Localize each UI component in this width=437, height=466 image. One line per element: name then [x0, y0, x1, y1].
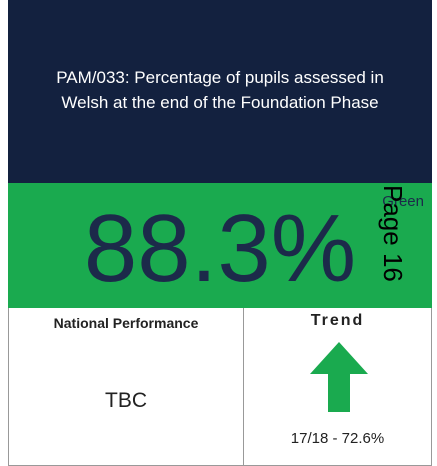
page-label: Page 16 — [378, 185, 408, 282]
title-line: PAM/033: Percentage of pupils assessed i… — [56, 68, 384, 87]
national-value: TBC — [105, 389, 147, 412]
trend-arrow — [310, 342, 368, 412]
trend-label: Trend — [310, 312, 365, 329]
kpi-value: 88.3% — [83, 195, 357, 302]
status-label: Green — [382, 193, 424, 210]
title-line: Welsh at the end of the Foundation Phase — [61, 93, 379, 112]
national-cell: National Performance TBC — [8, 308, 244, 466]
arrow-shape — [310, 342, 368, 412]
national-label: National Performance — [53, 315, 199, 331]
trend-cell: Trend 17/18 - 72.6% — [244, 308, 432, 466]
header-panel: PAM/033: Percentage of pupils assessed i… — [8, 0, 432, 183]
trend-text: 17/18 - 72.6% — [290, 430, 385, 447]
status-panel: Green 88.3% — [8, 183, 432, 308]
